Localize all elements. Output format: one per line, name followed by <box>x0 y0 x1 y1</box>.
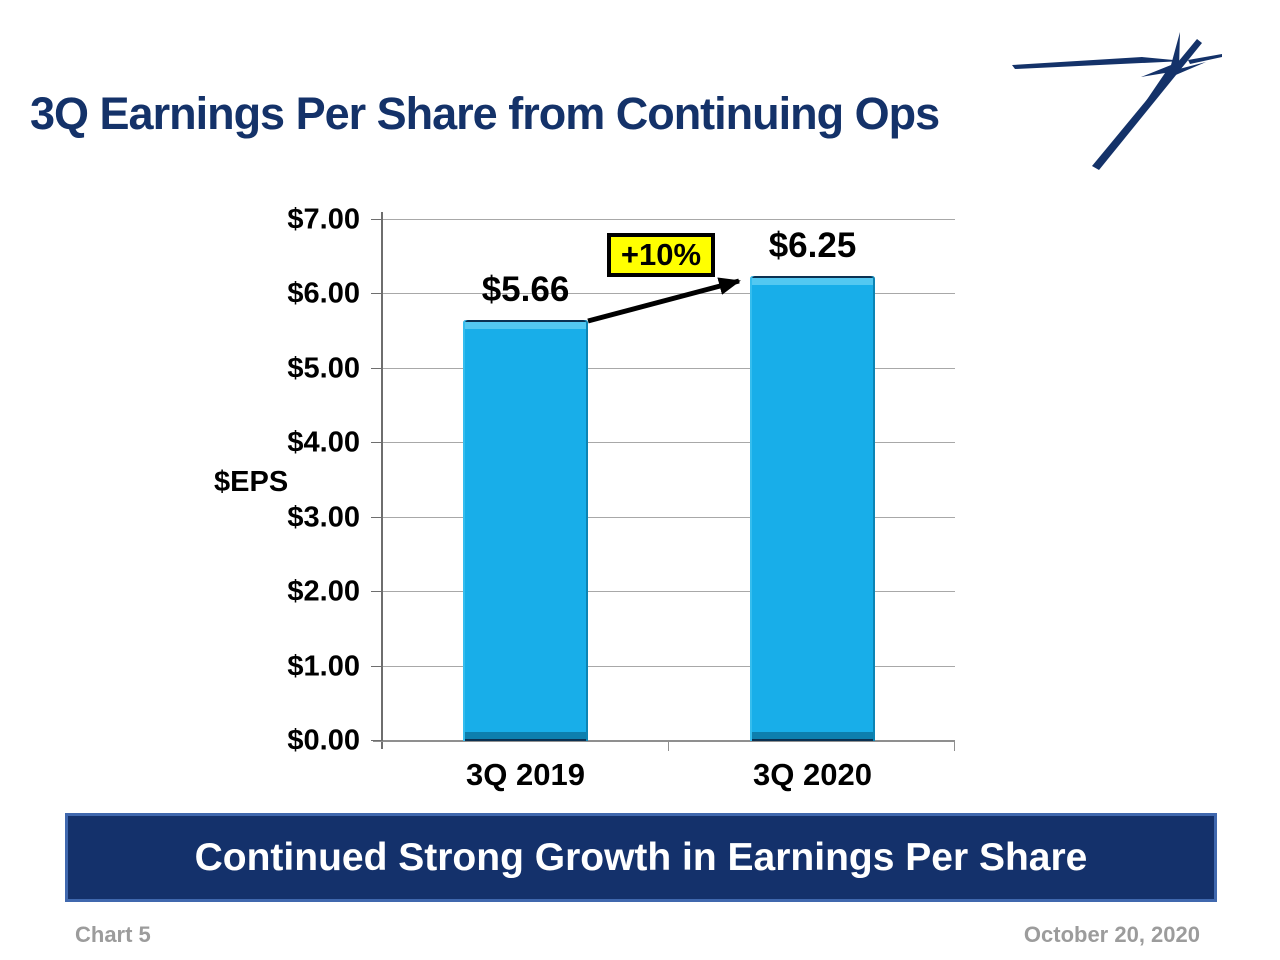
slide-date: October 20, 2020 <box>1023 922 1200 947</box>
y-tick-labels: $7.00 $6.00 $5.00 $4.00 $3.00 $2.00 $1.00 $0.00 <box>200 204 360 757</box>
lockheed-martin-star-icon <box>1012 32 1222 170</box>
y-tick-label: $0.00 <box>287 724 360 757</box>
y-axis-title: $EPS <box>214 466 289 498</box>
footer: Chart 5 October 20, 2020 <box>75 922 1200 948</box>
y-tick-label: $6.00 <box>287 277 360 310</box>
y-tick-label: $4.00 <box>287 426 360 459</box>
x-axis-line <box>373 740 955 742</box>
x-tick-label-3q-2020: 3Q 2020 <box>753 757 872 792</box>
x-axis-tick <box>668 742 669 751</box>
gridline <box>383 516 955 518</box>
bar-value-label-3q-2019: $5.66 <box>481 269 570 309</box>
plot-area: $5.66 $6.25 3Q 2019 3Q 2020 +10% <box>371 212 955 792</box>
gridline <box>383 293 955 295</box>
y-axis-tick <box>371 591 383 593</box>
y-tick-label: $7.00 <box>287 203 360 236</box>
y-tick-label: $3.00 <box>287 501 360 534</box>
y-tick-label: $2.00 <box>287 575 360 608</box>
y-tick-label: $5.00 <box>287 352 360 385</box>
growth-arrow-icon <box>587 277 741 324</box>
x-axis-tick <box>954 742 955 751</box>
bar-3q-2019: $5.66 <box>463 270 588 741</box>
growth-percent-callout: +10% <box>607 233 715 277</box>
y-axis-tick <box>371 219 383 220</box>
page-title: 3Q Earnings Per Share from Continuing Op… <box>30 88 940 139</box>
bar-value-label-3q-2020: $6.25 <box>768 225 857 265</box>
gridline <box>383 665 955 667</box>
y-axis-tick <box>371 516 383 518</box>
gridline <box>383 367 955 369</box>
y-axis-tick <box>371 293 383 295</box>
x-tick-label-3q-2019: 3Q 2019 <box>466 757 585 792</box>
y-axis-tick <box>371 442 383 444</box>
gridline <box>383 442 955 444</box>
chart-number: Chart 5 <box>75 922 151 947</box>
y-axis-tick <box>371 665 383 667</box>
y-tick-label: $1.00 <box>287 650 360 683</box>
y-axis-tick <box>371 367 383 369</box>
y-axis-tick <box>371 740 383 741</box>
gridline <box>383 219 955 220</box>
bar-3q-2020: $6.25 <box>750 226 875 741</box>
gridline <box>383 591 955 593</box>
key-message-banner: Continued Strong Growth in Earnings Per … <box>65 813 1217 902</box>
y-axis-line <box>381 212 383 749</box>
